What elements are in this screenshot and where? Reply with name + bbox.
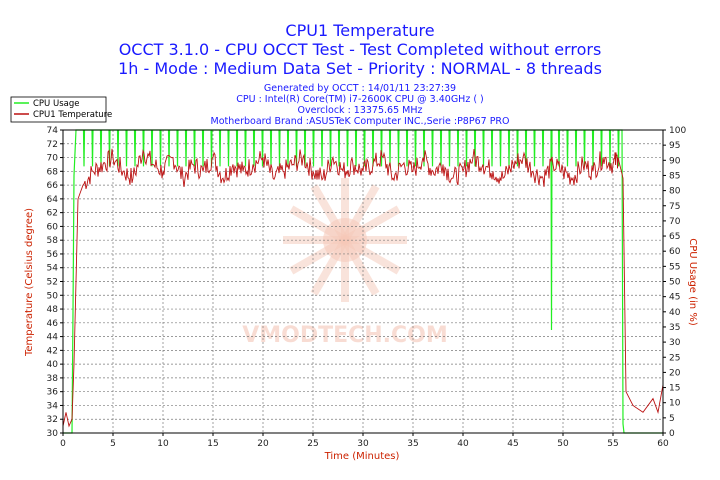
y-tick-label: 74 (47, 126, 59, 136)
chart-subtitle-1: OCCT 3.1.0 - CPU OCCT Test - Test Comple… (118, 40, 602, 59)
y-tick-label: 30 (47, 429, 59, 439)
y2-tick-label: 10 (669, 399, 681, 409)
y2-tick-label: 30 (669, 338, 681, 348)
info-cpu: CPU : Intel(R) Core(TM) i7-2600K CPU @ 3… (236, 94, 484, 105)
y2-tick-label: 15 (669, 384, 680, 394)
legend-label: CPU Usage (33, 99, 79, 109)
y2-tick-label: 45 (669, 293, 680, 303)
y-tick-label: 40 (47, 360, 59, 370)
y-tick-label: 42 (47, 346, 58, 356)
y2-tick-label: 0 (669, 429, 675, 439)
x-tick-label: 10 (157, 439, 169, 449)
x-tick-label: 45 (507, 439, 518, 449)
y-tick-label: 68 (47, 167, 59, 177)
y-tick-label: 36 (47, 388, 59, 398)
y2-tick-label: 20 (669, 368, 681, 378)
x-tick-label: 0 (60, 439, 66, 449)
y-tick-label: 66 (47, 181, 59, 191)
x-tick-label: 40 (457, 439, 469, 449)
y-tick-label: 50 (47, 291, 59, 301)
y-tick-label: 54 (47, 264, 59, 274)
series-cpu1-temperature (62, 148, 664, 428)
x-tick-label: 50 (557, 439, 569, 449)
info-motherboard: Motherboard Brand :ASUSTeK Computer INC.… (210, 116, 510, 127)
x-tick-label: 5 (110, 439, 116, 449)
x-tick-label: 35 (407, 439, 418, 449)
y2-tick-label: 90 (669, 156, 681, 166)
y-tick-label: 46 (47, 319, 59, 329)
y-axis-label: Temperature (Celsius degree) (24, 208, 35, 357)
x-tick-label: 15 (207, 439, 218, 449)
y-tick-label: 48 (47, 305, 59, 315)
axes: 0 5 10 15 20 25 30 35 40 45 50 55 603032343638404244… (47, 126, 687, 449)
y2-tick-label: 75 (669, 202, 680, 212)
y-tick-label: 34 (47, 401, 59, 411)
y2-tick-label: 50 (669, 278, 681, 288)
y2-tick-label: 95 (669, 141, 680, 151)
x-tick-label: 20 (257, 439, 269, 449)
y2-tick-label: 25 (669, 353, 680, 363)
y-tick-label: 72 (47, 140, 58, 150)
x-axis-label: Time (Minutes) (324, 451, 400, 462)
x-tick-label: 55 (607, 439, 618, 449)
y2-tick-label: 70 (669, 217, 681, 227)
y-tick-label: 56 (47, 250, 59, 260)
y2-tick-label: 5 (669, 414, 675, 424)
y2-tick-label: 40 (669, 308, 681, 318)
cpu1-temperature-line (62, 148, 664, 428)
y2-tick-label: 100 (669, 126, 686, 136)
y2-tick-label: 80 (669, 187, 681, 197)
y2-tick-label: 65 (669, 232, 680, 242)
y-tick-label: 60 (47, 222, 59, 232)
y2-tick-label: 35 (669, 323, 680, 333)
y-tick-label: 70 (47, 154, 59, 164)
y-tick-label: 58 (47, 236, 59, 246)
legend-box (10, 96, 107, 123)
y-tick-label: 52 (47, 278, 58, 288)
y-tick-label: 62 (47, 209, 58, 219)
y-tick-label: 38 (47, 374, 59, 384)
x-tick-label: 30 (357, 439, 369, 449)
chart-subtitle-2: 1h - Mode : Medium Data Set - Priority :… (118, 59, 602, 78)
y2-tick-label: 55 (669, 262, 680, 272)
y2-axis-label: CPU Usage (in %) (687, 238, 698, 326)
info-generated: Generated by OCCT : 14/01/11 23:27:39 (263, 83, 457, 94)
legend-label: CPU1 Temperature (33, 110, 112, 120)
y2-tick-label: 60 (669, 247, 681, 257)
y-tick-label: 64 (47, 195, 59, 205)
x-tick-label: 60 (657, 439, 669, 449)
watermark: VMODTECH.COM (242, 178, 448, 348)
y-tick-label: 32 (47, 415, 58, 425)
x-tick-label: 25 (307, 439, 318, 449)
info-overclock: Overclock : 13375.65 MHz (297, 105, 423, 116)
watermark-text: VMODTECH.COM (242, 323, 448, 348)
y2-tick-label: 85 (669, 171, 680, 181)
chart-title: CPU1 Temperature (285, 21, 435, 40)
y-tick-label: 44 (47, 333, 59, 343)
grid-lines (63, 130, 663, 433)
